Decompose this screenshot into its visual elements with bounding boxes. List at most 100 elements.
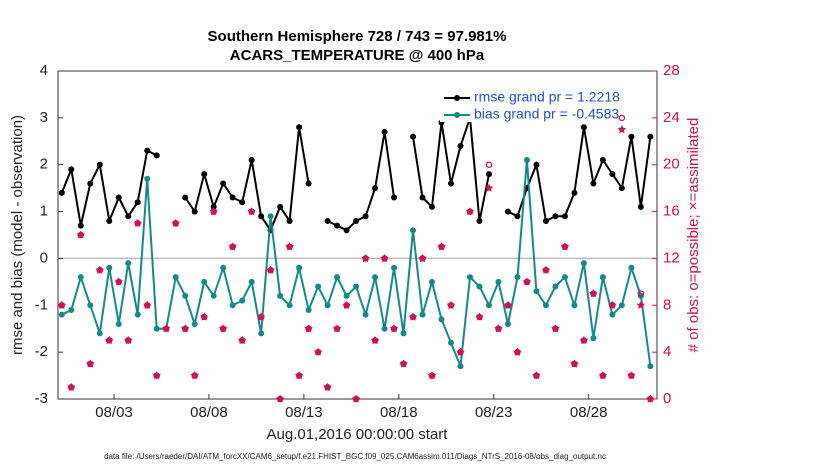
point — [239, 199, 246, 206]
point — [571, 189, 578, 196]
point — [182, 292, 189, 299]
assimilated-obs — [551, 324, 560, 333]
assimilated-obs — [199, 312, 209, 321]
point — [58, 311, 65, 318]
point — [561, 274, 568, 281]
y-tick-label: 2 — [40, 156, 48, 173]
possible-obs — [485, 161, 493, 168]
point — [410, 133, 417, 140]
assimilated-obs — [503, 300, 513, 309]
assimilated-obs — [484, 183, 494, 192]
point — [628, 264, 635, 271]
point — [277, 203, 284, 210]
point — [77, 274, 84, 281]
point — [514, 274, 521, 281]
chart-subtitle: ACARS_TEMPERATURE @ 400 hPa — [230, 47, 485, 64]
assimilated-obs — [380, 253, 389, 263]
point — [191, 208, 198, 215]
point — [324, 217, 331, 224]
y-tick-label: 0 — [40, 249, 48, 266]
legend-box — [440, 88, 590, 122]
assimilated-obs — [408, 312, 418, 321]
point — [362, 311, 369, 318]
series-line — [61, 159, 652, 367]
point — [277, 292, 284, 299]
point — [590, 180, 597, 187]
point — [210, 292, 217, 299]
x-tick-label: 08/28 — [570, 404, 608, 421]
assimilated-obs — [532, 371, 541, 380]
assimilated-obs — [105, 335, 114, 345]
point — [571, 302, 578, 309]
point — [552, 213, 559, 220]
point — [343, 292, 350, 299]
point — [485, 171, 492, 178]
point — [220, 180, 227, 187]
legend-label: bias grand pr = -0.4583 — [474, 106, 619, 122]
point — [296, 264, 303, 271]
point — [77, 222, 84, 229]
point — [248, 157, 255, 164]
assimilated-obs — [218, 324, 228, 333]
point — [533, 161, 540, 168]
y2-tick-label: 8 — [663, 296, 671, 313]
assimilated-obs — [275, 394, 285, 403]
point — [248, 278, 255, 285]
y-tick-label: 4 — [40, 62, 48, 79]
point — [448, 180, 455, 187]
point — [419, 194, 426, 201]
point — [599, 157, 606, 164]
assimilated-obs — [494, 324, 503, 333]
x-tick-label: 08/23 — [475, 404, 513, 421]
point — [96, 330, 103, 337]
point — [504, 321, 511, 328]
assimilated-obs — [161, 324, 171, 333]
point — [144, 175, 151, 182]
point — [438, 316, 445, 323]
y2-tick-label: 0 — [663, 390, 671, 407]
x-tick-label: 08/03 — [95, 404, 133, 421]
assimilated-obs — [256, 312, 266, 321]
point — [258, 330, 265, 337]
point — [315, 283, 322, 290]
point — [609, 311, 616, 318]
point — [144, 147, 151, 154]
y-tick-label: -3 — [35, 390, 48, 407]
point — [391, 194, 398, 201]
point — [239, 297, 246, 304]
chart-title: Southern Hemisphere 728 / 743 = 97.981% — [208, 28, 507, 45]
assimilated-obs — [541, 265, 551, 274]
assimilated-obs — [76, 230, 86, 239]
point — [267, 213, 274, 220]
point — [561, 213, 568, 220]
y-tick-label: -1 — [35, 296, 48, 313]
point — [305, 306, 312, 313]
assimilated-obs — [67, 382, 76, 391]
assimilated-obs — [114, 277, 123, 286]
point — [400, 330, 407, 337]
point — [334, 274, 341, 281]
legend-label: rmse grand pr = 1.2218 — [474, 89, 620, 105]
assimilated-obs — [427, 371, 437, 380]
x-tick-label: 08/13 — [285, 404, 323, 421]
point — [372, 185, 379, 192]
point — [305, 180, 312, 187]
point — [115, 194, 122, 201]
assimilated-obs — [342, 300, 351, 309]
point — [457, 363, 464, 370]
assimilated-obs — [418, 253, 427, 263]
assimilated-obs — [513, 347, 522, 356]
assimilated-obs — [646, 394, 655, 403]
assimilated-obs — [133, 218, 142, 227]
y-tick-label: -2 — [35, 343, 48, 360]
assimilated-obs — [636, 300, 646, 309]
point — [68, 306, 75, 313]
point — [343, 227, 350, 234]
point — [58, 189, 65, 196]
point — [457, 142, 464, 149]
assimilated-obs — [95, 265, 104, 274]
point — [533, 288, 540, 295]
point — [476, 283, 483, 290]
assimilated-obs — [389, 324, 399, 333]
assimilated-obs — [399, 359, 408, 368]
